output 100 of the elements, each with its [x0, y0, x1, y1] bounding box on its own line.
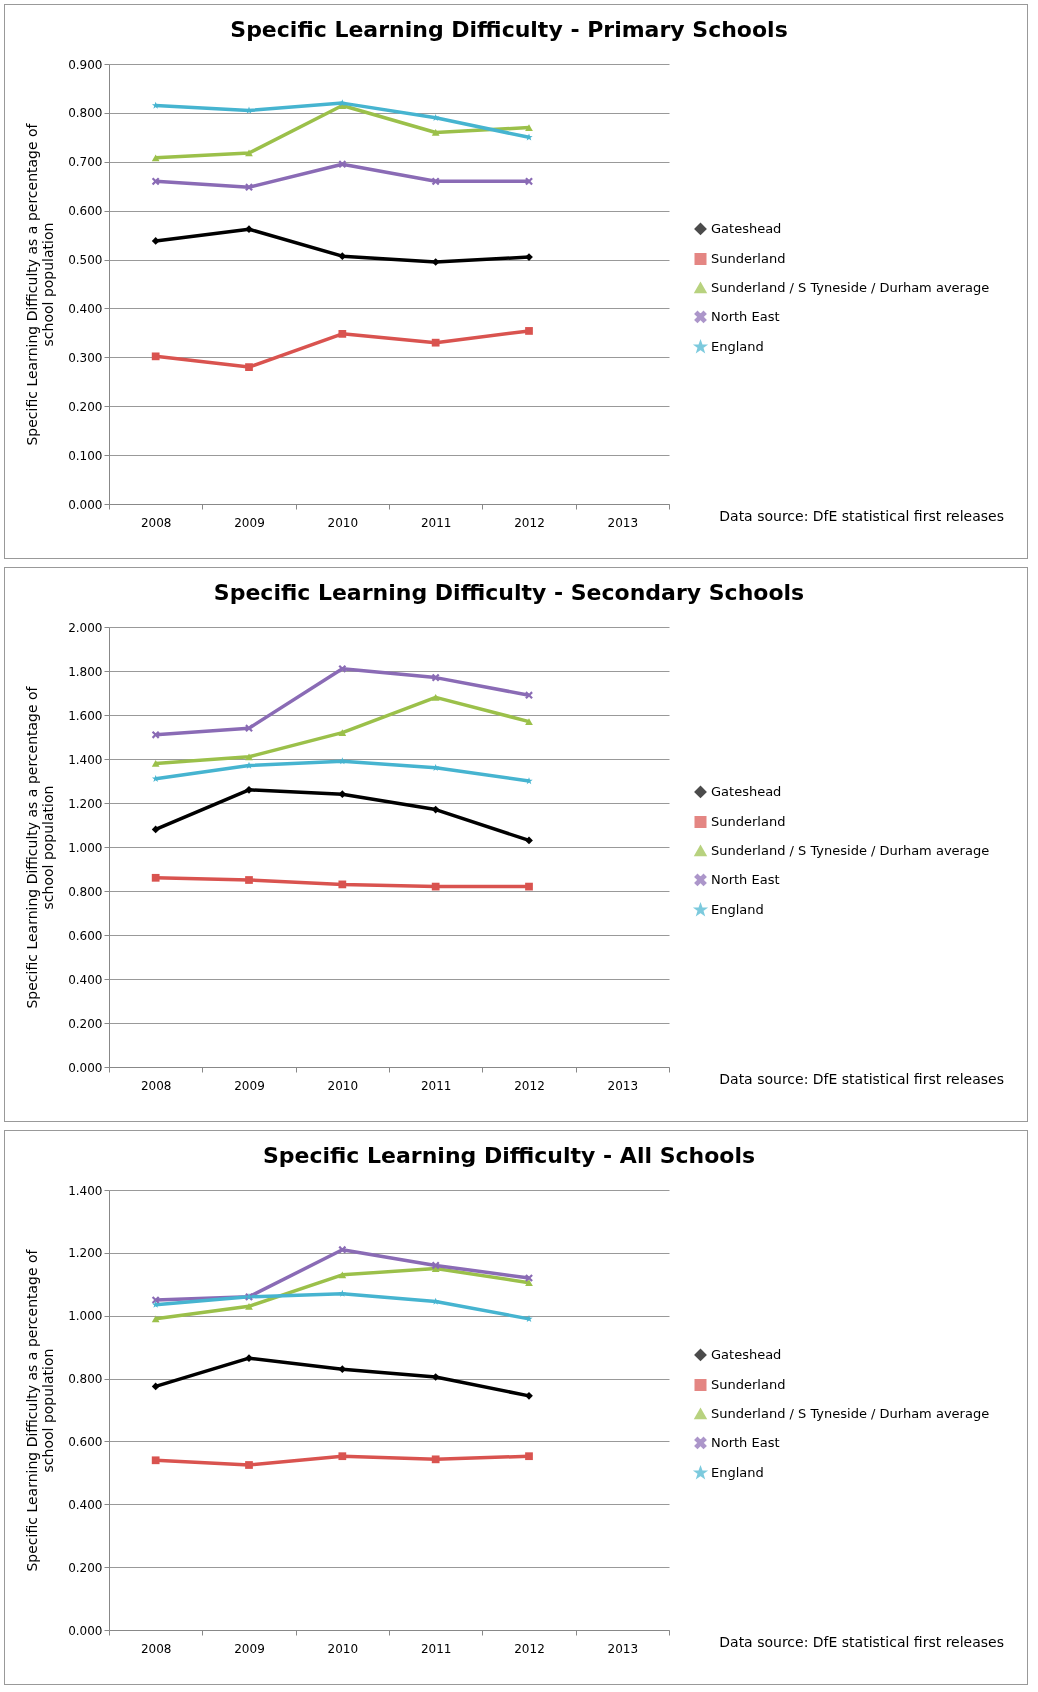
y-tick-label: 0.000	[68, 497, 103, 512]
point	[338, 1452, 347, 1461]
x-tick-label: 2013	[607, 1078, 639, 1093]
y-tick-label: 0.200	[68, 1560, 103, 1575]
x-tick-label: 2010	[327, 1078, 359, 1093]
y-tick-label: 0.600	[68, 928, 103, 943]
y-tick-label: 0.100	[68, 448, 103, 463]
y-tick-label: 1.400	[68, 1183, 103, 1198]
y-tick-label: 0.400	[68, 972, 103, 987]
legend-label: Sunderland / S Tyneside / Durham average	[711, 1405, 990, 1421]
point	[245, 724, 253, 733]
point	[431, 1455, 440, 1464]
y-axis-title: Specific Learning Difficulty as a percentage of school population	[24, 685, 57, 1009]
legend-label: Gateshead	[711, 220, 782, 236]
legend-label: North East	[711, 1434, 780, 1450]
point	[151, 1315, 160, 1323]
source-note: Data source: DfE statistical first releases	[719, 1634, 1004, 1650]
point	[525, 327, 533, 335]
point	[151, 1456, 160, 1465]
y-tick-label: 1.000	[68, 1309, 103, 1324]
x-tick-label: 2012	[514, 515, 545, 530]
y-tick-label: 0.500	[68, 253, 103, 268]
y-tick-label: 0.900	[68, 57, 103, 72]
point	[338, 1271, 347, 1279]
legend-label: North East	[711, 308, 780, 324]
point	[151, 873, 160, 882]
point	[245, 149, 253, 157]
legend-label: England	[711, 1464, 764, 1480]
x-tick-label: 2008	[140, 1641, 172, 1656]
legend-label: England	[711, 901, 764, 917]
point	[338, 160, 347, 169]
x-tick-label: 2009	[234, 515, 265, 530]
y-tick-label: 0.300	[68, 350, 103, 365]
chart-title: Specific Learning Difficulty - All Schools	[262, 1143, 756, 1168]
legend-label: Sunderland	[711, 1376, 786, 1392]
y-tick-label: 0.000	[68, 1623, 103, 1638]
point	[245, 785, 253, 794]
y-tick-label: 1.400	[68, 752, 103, 767]
y-tick-label: 2.000	[68, 620, 103, 635]
point	[431, 129, 440, 136]
point	[245, 225, 253, 234]
x-tick-label: 2009	[234, 1078, 265, 1093]
point	[151, 1300, 160, 1308]
point	[338, 329, 347, 338]
y-tick-label: 0.700	[68, 155, 103, 170]
point	[431, 882, 440, 891]
legend-label: North East	[711, 871, 780, 887]
y-tick-label: 0.600	[68, 204, 103, 219]
point	[245, 753, 253, 761]
point	[338, 664, 347, 673]
point	[431, 673, 440, 682]
point	[151, 730, 160, 739]
point	[151, 237, 160, 245]
y-tick-label: 1.800	[68, 664, 103, 679]
point	[525, 1391, 533, 1400]
y-tick-label: 0.200	[68, 1016, 103, 1031]
point	[525, 124, 533, 131]
point	[431, 1261, 440, 1270]
point	[525, 836, 533, 845]
point	[338, 1245, 347, 1254]
y-tick-label: 1.600	[68, 708, 103, 723]
point	[151, 1382, 160, 1391]
point	[151, 352, 160, 361]
point	[151, 154, 160, 162]
point	[245, 106, 253, 114]
point	[338, 1289, 347, 1297]
point	[245, 183, 253, 192]
point	[525, 133, 533, 141]
x-tick-label: 2009	[234, 1641, 265, 1656]
x-tick-label: 2012	[514, 1641, 545, 1656]
x-tick-label: 2008	[140, 1078, 172, 1093]
point	[525, 1279, 533, 1287]
y-tick-label: 0.200	[68, 399, 103, 414]
x-tick-label: 2012	[514, 1078, 545, 1093]
point	[431, 694, 440, 701]
x-tick-label: 2013	[607, 515, 639, 530]
y-tick-label: 0.800	[68, 884, 103, 899]
legend-label: Sunderland	[711, 813, 786, 829]
point	[525, 718, 533, 725]
y-axis-title: Specific Learning Difficulty as a percentage of school population	[24, 122, 57, 446]
x-tick-label: 2013	[607, 1641, 639, 1656]
point	[525, 777, 533, 785]
y-tick-label: 0.800	[68, 106, 103, 121]
y-tick-label: 0.400	[68, 1497, 103, 1512]
legend-label: Gateshead	[711, 783, 782, 799]
x-tick-label: 2011	[420, 1078, 452, 1093]
y-tick-label: 0.400	[68, 301, 103, 316]
point	[431, 805, 440, 814]
y-tick-label: 0.600	[68, 1434, 103, 1449]
point	[245, 363, 253, 371]
point	[525, 882, 533, 891]
point	[525, 1452, 533, 1461]
x-tick-label: 2008	[140, 515, 172, 530]
point	[245, 1354, 253, 1363]
x-tick-label: 2010	[327, 515, 359, 530]
y-tick-label: 1.200	[68, 1246, 103, 1261]
point	[338, 729, 347, 736]
source-note: Data source: DfE statistical first releases	[719, 508, 1004, 524]
x-tick-label: 2011	[420, 515, 452, 530]
point	[245, 876, 253, 884]
